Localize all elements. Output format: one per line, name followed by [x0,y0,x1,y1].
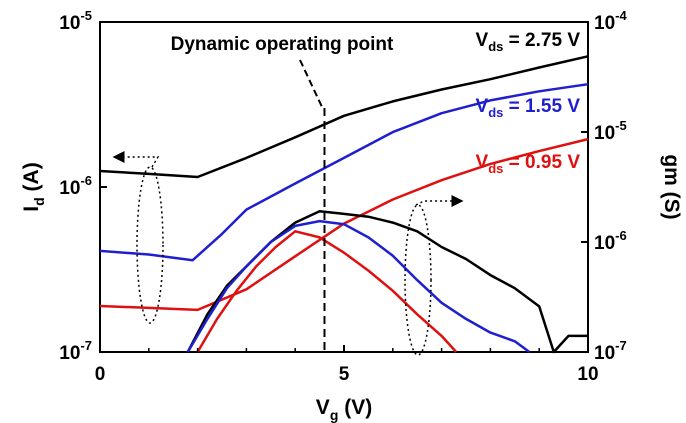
tick-exponent: -4 [615,8,627,23]
series-label-sub: ds [488,105,503,120]
left-axis-pointer-arrow [112,151,160,168]
tick-exponent: -5 [80,8,92,23]
x-tick-label-2: 10 [577,364,598,385]
y-right-tick-label-0: 10-4 [594,8,627,34]
series-label-prefix: V [476,30,489,51]
series-label-suffix: = 2.75 V [503,30,580,51]
y-left-label-sub: d [31,197,47,206]
x-tick-label-0: 0 [95,364,106,385]
y-left-label-unit: (A) [20,162,43,197]
right-axis-group-ellipse [404,204,432,356]
series-label-prefix: V [476,96,489,117]
x-axis-label-main: V [316,396,330,419]
tick-exponent: -5 [615,118,627,133]
y-right-axis-label: gm (S) [660,154,683,219]
tick-base: 10 [594,233,615,254]
tick-base: 10 [594,343,615,364]
series-label-sub: ds [488,39,503,54]
series-label-0: Vds = 2.75 V [476,30,581,54]
y-right-tick-label-1: 10-5 [594,118,627,144]
series-line-5 [196,230,458,353]
series-label-2: Vds = 0.95 V [476,152,581,176]
series-label-sub: ds [488,161,503,176]
series-label-1: Vds = 1.55 V [476,96,581,120]
annotation-dynamic-operating-point: Dynamic operating point [171,34,394,55]
y-right-tick-label-3: 10-7 [594,338,627,364]
tick-exponent: -7 [615,338,627,353]
plot-frame [99,21,589,353]
y-left-axis-label: Id (A) [20,162,47,211]
tick-base: 10 [59,13,80,34]
x-axis-label: Vg (V) [316,396,372,423]
y-right-tick-label-2: 10-6 [594,228,627,254]
series-label-suffix: = 0.95 V [503,152,580,173]
x-axis-label-unit: (V) [338,396,372,419]
tick-exponent: -6 [80,173,92,188]
series-line-3 [186,210,588,354]
y-left-tick-label-1: 10-6 [59,173,92,199]
tick-exponent: -7 [80,338,92,353]
series-line-1 [99,82,589,262]
series-label-suffix: = 1.55 V [503,96,580,117]
tick-base: 10 [59,343,80,364]
tick-exponent: -6 [615,228,627,243]
x-tick-label-1: 5 [339,364,350,385]
right-axis-pointer-arrow [415,195,464,207]
y-left-tick-label-0: 10-5 [59,8,92,34]
tick-base: 10 [59,178,80,199]
series-line-0 [99,55,589,179]
x-axis-label-sub: g [330,407,339,423]
left-axis-group-ellipse [136,166,164,324]
series-label-prefix: V [476,152,489,173]
y-left-label-main: I [20,206,43,212]
annotation-leader-line [299,59,324,109]
y-left-tick-label-2: 10-7 [59,338,92,364]
series-layer [99,55,589,354]
tick-base: 10 [594,13,615,34]
tick-base: 10 [594,123,615,144]
series-line-4 [186,219,531,354]
